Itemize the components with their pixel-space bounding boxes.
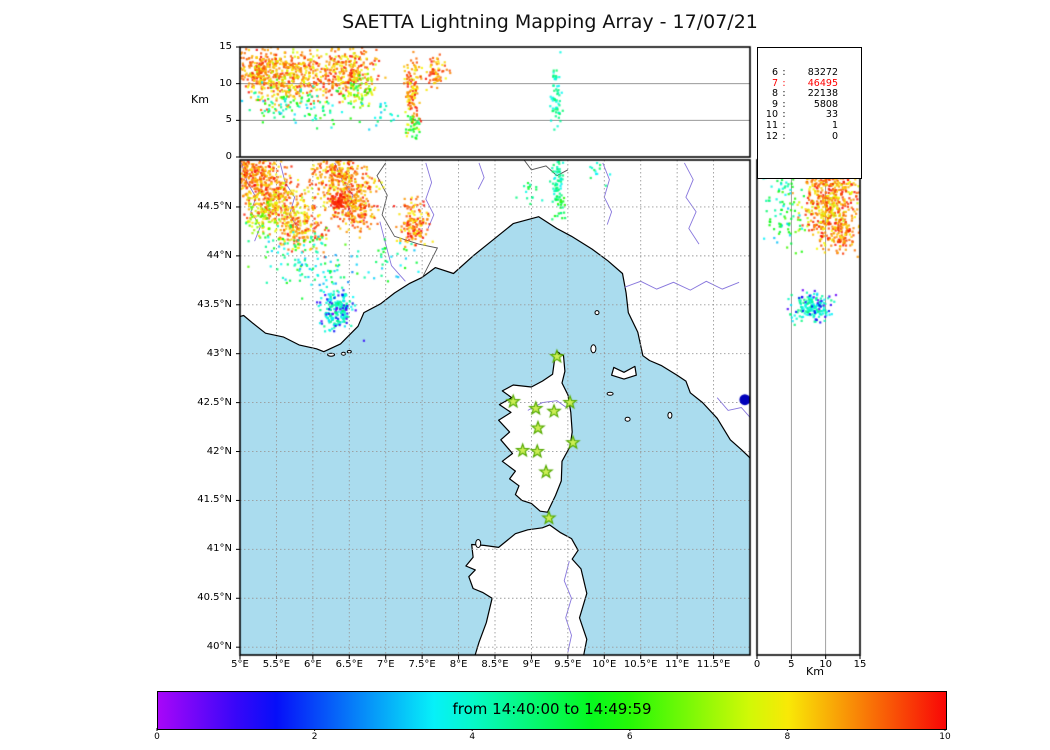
altitude-axis-label-top: Km: [191, 93, 209, 106]
lon-tick-label: 8.5°E: [481, 659, 509, 670]
lon-tick-label: 11.5°E: [696, 659, 731, 670]
lon-tick-label: 10.5°E: [623, 659, 658, 670]
lon-tick-label: 7°E: [376, 659, 395, 670]
lon-tick-label: 6.5°E: [335, 659, 363, 670]
lon-tick-label: 10°E: [592, 659, 617, 670]
source-count-row: 7:46495: [771, 77, 838, 89]
colorbar-tick-label: 6: [626, 732, 633, 742]
altitude-axis-label-right: Km: [806, 665, 824, 678]
lat-tick-label: 40.5°N: [197, 592, 232, 604]
lat-tick-label: 43.5°N: [197, 298, 232, 310]
lat-tick-label: 42.5°N: [197, 396, 232, 408]
figure-title: SAETTA Lightning Mapping Array - 17/07/2…: [342, 11, 758, 33]
lat-tick-label: 40°N: [206, 641, 232, 653]
colorbar-tick-label: 10: [939, 732, 951, 742]
altitude-tick-label: 5: [788, 659, 795, 670]
altitude-tick-label: 10: [219, 77, 232, 89]
altitude-tick-label: 0: [753, 659, 761, 670]
altitude-tick-label: 15: [853, 659, 867, 670]
lat-tick-label: 41°N: [206, 543, 232, 555]
altitude-tick-label: 5: [225, 114, 232, 126]
colorbar-tick-label: 2: [311, 732, 318, 742]
source-counts-box: 6:83272 7:46495 8:22138 9:5808 10:33 11:1 12:0: [757, 47, 862, 179]
lon-tick-label: 5°E: [231, 659, 249, 670]
lat-tick-label: 43°N: [206, 347, 232, 359]
colorbar-time-range-label: from 14:40:00 to 14:49:59: [452, 700, 652, 718]
lon-tick-label: 7.5°E: [408, 659, 436, 670]
time-colorbar: from 14:40:00 to 14:49:59: [157, 691, 947, 730]
lon-tick-label: 8°E: [449, 659, 468, 670]
colorbar-tick-label: 0: [154, 732, 160, 742]
source-count-row: 8:22138: [771, 88, 838, 100]
lon-tick-label: 5.5°E: [262, 659, 291, 670]
altitude-tick-label: 15: [219, 41, 232, 52]
source-count-row: 6:83272: [771, 67, 838, 78]
source-counts-rows: 6:83272 7:46495 8:22138 9:5808 10:33 11:1 12:0: [758, 67, 861, 142]
lon-tick-label: 9.5°E: [554, 659, 582, 670]
source-count-row: 11:1: [765, 119, 838, 131]
lat-tick-label: 41.5°N: [197, 494, 232, 506]
source-count-row: 9:5808: [771, 98, 838, 110]
lon-tick-label: 9°E: [522, 659, 541, 670]
source-count-row: 12:0: [765, 130, 838, 142]
altitude-tick-label: 10: [819, 659, 833, 670]
colorbar-tick-label: 8: [784, 732, 791, 742]
lon-tick-label: 11°E: [665, 659, 690, 670]
lat-tick-label: 44.5°N: [197, 200, 232, 212]
lon-tick-label: 6°E: [304, 659, 322, 670]
lat-tick-label: 42°N: [206, 445, 232, 457]
lat-tick-label: 44°N: [206, 249, 232, 261]
altitude-tick-label: 0: [225, 151, 232, 162]
colorbar-tick-label: 4: [469, 732, 476, 742]
source-count-row: 10:33: [765, 109, 838, 121]
